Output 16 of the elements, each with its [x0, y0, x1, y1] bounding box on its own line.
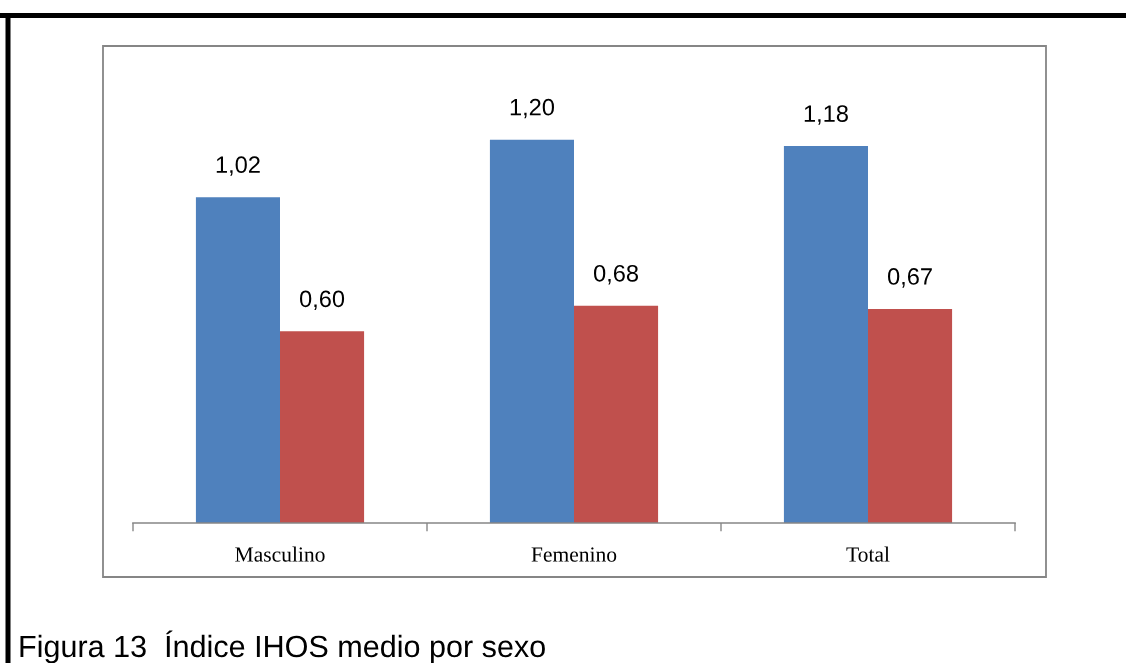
x-tick-label: Total [846, 546, 890, 562]
bar [868, 308, 953, 523]
data-label: 1,18 [804, 105, 848, 125]
data-label: 0,67 [887, 268, 932, 288]
text: Figura 13 Índice IHOS medio por sexo [20, 630, 545, 663]
data-label: 1,20 [510, 98, 555, 119]
data-label: 0,68 [593, 264, 638, 285]
bar [783, 146, 868, 523]
data-label: 1,02 [216, 156, 260, 176]
bar [574, 305, 659, 523]
x-tick-label: Masculino [235, 546, 325, 562]
bar [280, 331, 365, 523]
x-tick-label: Femenino [531, 547, 617, 562]
bar [195, 197, 280, 523]
bar [489, 139, 574, 523]
data-label: 0,60 [299, 290, 345, 310]
